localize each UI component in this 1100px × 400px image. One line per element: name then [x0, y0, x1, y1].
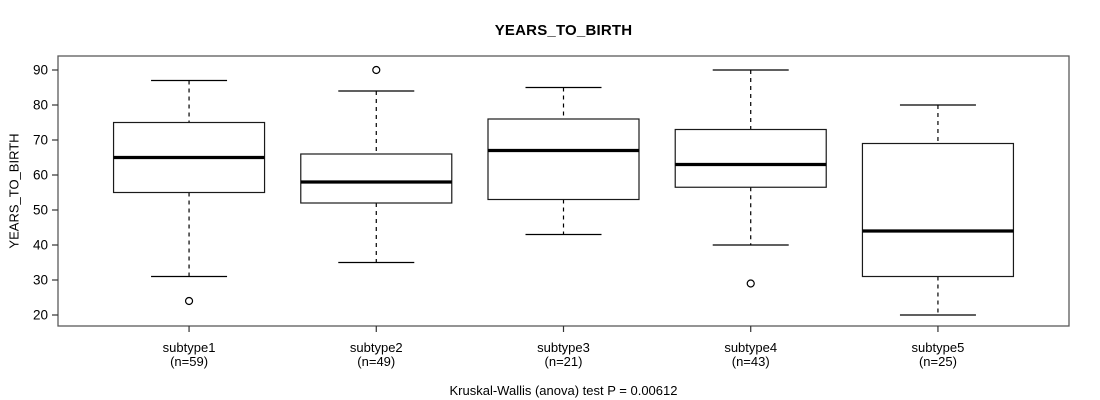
y-tick-label: 30: [33, 273, 48, 288]
group-n-label: (n=59): [170, 354, 208, 369]
group-label: subtype4: [724, 340, 777, 355]
y-tick-label: 60: [33, 168, 48, 183]
iqr-box: [674, 128, 827, 188]
y-axis-label: YEARS_TO_BIRTH: [6, 133, 22, 249]
y-tick-label: 90: [33, 63, 48, 78]
group-n-label: (n=49): [357, 354, 395, 369]
group-label: subtype5: [912, 340, 965, 355]
group-label: subtype2: [350, 340, 403, 355]
y-tick-label: 80: [33, 98, 48, 113]
y-tick-label: 50: [33, 203, 48, 218]
y-tick-label: 20: [33, 308, 48, 323]
group-n-label: (n=21): [545, 354, 583, 369]
y-tick-label: 70: [33, 133, 48, 148]
outlier-point: [184, 296, 194, 306]
outlier-point: [746, 279, 755, 288]
group-n-label: (n=43): [732, 354, 770, 369]
chart-title: YEARS_TO_BIRTH: [494, 22, 633, 39]
kruskal-wallis-annotation: Kruskal-Wallis (anova) test P = 0.00612: [449, 383, 678, 398]
iqr-box: [861, 142, 1015, 278]
group-label: subtype3: [537, 340, 590, 355]
y-tick-label: 40: [33, 238, 48, 253]
iqr-box: [487, 118, 640, 201]
group-label: subtype1: [163, 340, 216, 355]
group-n-label: (n=25): [919, 354, 957, 369]
outlier-point: [372, 65, 381, 75]
iqr-box: [300, 153, 453, 204]
